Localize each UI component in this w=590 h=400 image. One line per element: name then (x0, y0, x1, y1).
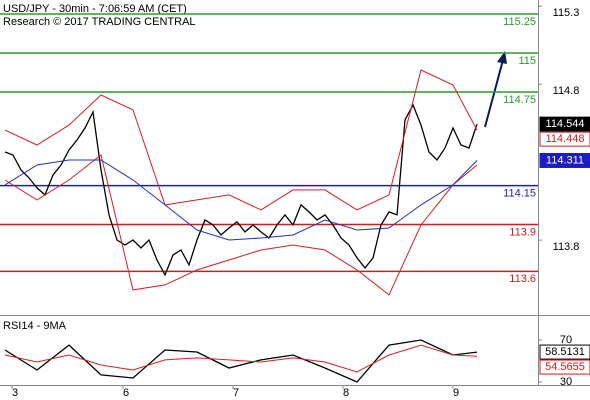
series-line (4, 154, 478, 296)
x-tick-label: 7 (233, 387, 239, 399)
series-line (4, 69, 478, 211)
series-line (4, 344, 478, 373)
y-tick-label: 115.3 (553, 7, 580, 19)
price-tag-label: 114.544 (546, 118, 585, 130)
forecast-arrow (484, 59, 504, 128)
series-line (4, 103, 478, 277)
rsi-title: RSI14 - 9MA (3, 320, 67, 332)
price-tag-label: 58.5131 (545, 346, 585, 358)
price-tag (539, 359, 590, 375)
level-label: 115 (518, 55, 536, 67)
level-label: 113.6 (509, 273, 536, 285)
price-tag (539, 116, 590, 132)
series-line (4, 159, 478, 241)
forecast-arrow-head (497, 51, 507, 64)
chart-title: USD/JPY - 30min - 7:06:59 AM (CET) (3, 3, 187, 15)
y-tick-label: 30 (560, 376, 572, 388)
level-label: 115.25 (503, 16, 536, 28)
x-tick-label: 8 (343, 387, 349, 399)
price-tag-label: 54.5655 (545, 361, 585, 373)
y-tick-label: 114.8 (553, 85, 580, 97)
chart-subtitle: Research © 2017 TRADING CENTRAL (3, 16, 196, 28)
level-label: 114.75 (503, 94, 536, 106)
x-tick-label: 6 (123, 387, 129, 399)
price-tag-label: 114.311 (546, 154, 584, 166)
price-tag (539, 344, 590, 360)
price-tag (539, 131, 590, 147)
x-tick-label: 9 (453, 387, 459, 399)
y-tick-label: 113.8 (553, 241, 580, 253)
level-label: 113.9 (509, 226, 536, 238)
level-label: 114.15 (503, 187, 536, 199)
x-tick-label: 3 (12, 387, 18, 399)
price-tag-label: 114.448 (546, 133, 585, 145)
price-tag (539, 152, 590, 168)
y-tick-label: 70 (560, 334, 572, 346)
